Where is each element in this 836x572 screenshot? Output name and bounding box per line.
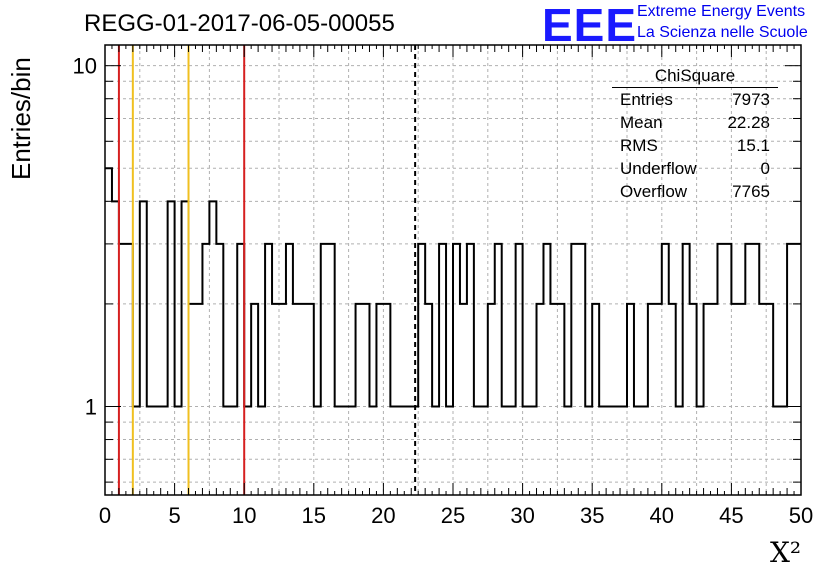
stats-row-underflow: Underflow 0 [612,157,778,180]
eee-logo: EEE [542,0,638,51]
chart-title: REGG-01-2017-06-05-00055 [84,10,395,37]
stats-label: Underflow [620,159,697,178]
x-tick-label: 10 [232,503,256,528]
x-tick-label: 50 [789,503,813,528]
stats-row-overflow: Overflow 7765 [612,180,778,203]
logo-text-line1: Extreme Energy Events [637,3,806,20]
x-axis-label: X² [770,536,802,569]
stats-box: ChiSquare Entries 7973 Mean 22.28 RMS 15.1 … [612,66,778,203]
x-tick-label: 20 [371,503,395,528]
y-tick-label: 10 [73,54,97,79]
x-tick-label: 15 [302,503,326,528]
stats-row-rms: RMS 15.1 [612,134,778,157]
stats-label: Mean [620,113,663,132]
x-tick-label: 40 [650,503,674,528]
y-axis-label: Entries/bin [6,57,36,180]
stats-title: ChiSquare [612,66,778,88]
stats-value: 15.1 [736,136,770,155]
x-tick-label: 35 [580,503,604,528]
stats-row-entries: Entries 7973 [612,88,778,111]
logo-text-line2: La Scienza nelle Scuole [637,24,808,41]
stats-label: Entries [620,90,673,109]
stats-row-mean: Mean 22.28 [612,111,778,134]
x-tick-label: 0 [99,503,111,528]
stats-label: RMS [620,136,658,155]
x-tick-label: 25 [441,503,465,528]
stats-value: 7765 [732,182,770,201]
stats-value: 0 [760,159,770,178]
x-tick-label: 45 [719,503,743,528]
stats-value: 7973 [732,90,770,109]
stats-value: 22.28 [727,113,770,132]
x-tick-label: 30 [510,503,534,528]
y-tick-label: 1 [85,395,97,420]
histogram-line [105,167,801,408]
stats-label: Overflow [620,182,688,201]
x-tick-label: 5 [168,503,180,528]
